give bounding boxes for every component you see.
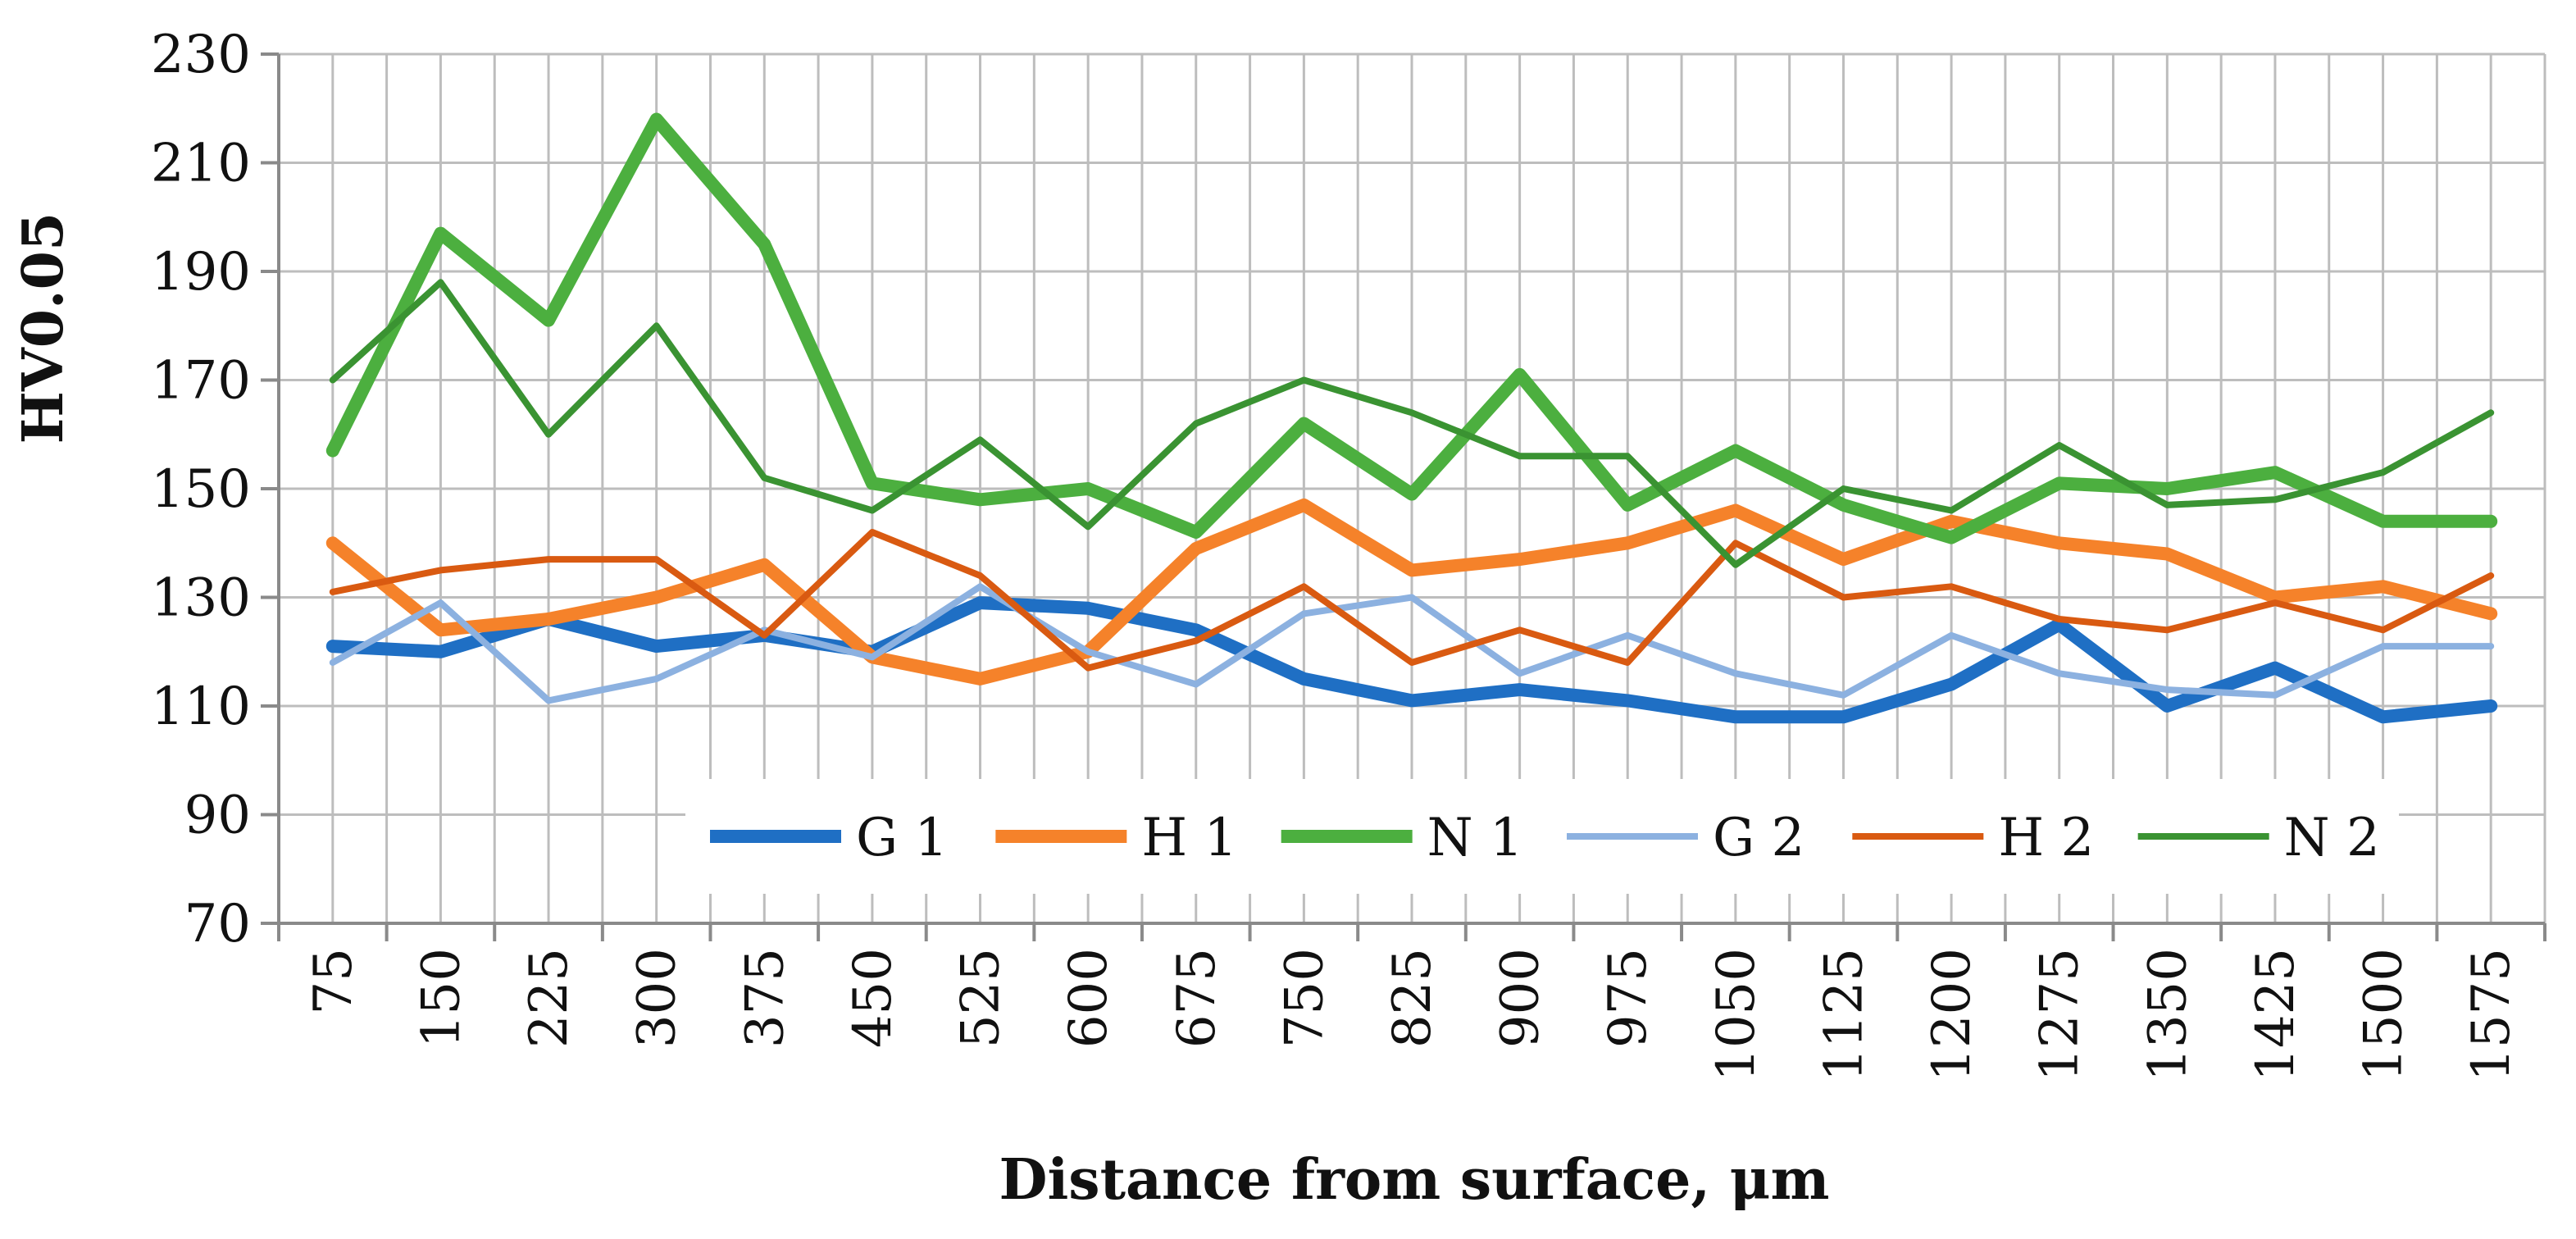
y-tick-label-210: 210 xyxy=(151,134,251,194)
x-tick-label-975: 975 xyxy=(1598,948,1659,1048)
y-tick-label-90: 90 xyxy=(184,786,251,846)
x-tick-label-1200: 1200 xyxy=(1922,948,1982,1082)
x-tick-label-225: 225 xyxy=(519,948,580,1048)
x-tick-label-900: 900 xyxy=(1491,948,1551,1048)
x-tick-label-1050: 1050 xyxy=(1706,948,1767,1082)
x-tick-label-1575: 1575 xyxy=(2461,948,2522,1082)
x-tick-label-750: 750 xyxy=(1274,948,1335,1048)
legend-label-h2: H 2 xyxy=(1998,808,2094,868)
x-tick-label-1350: 1350 xyxy=(2137,948,2198,1082)
x-tick-label-375: 375 xyxy=(735,948,795,1048)
y-tick-label-190: 190 xyxy=(151,242,251,303)
x-tick-label-1500: 1500 xyxy=(2354,948,2414,1082)
y-tick-label-70: 70 xyxy=(184,894,251,954)
y-axis-title: HV0.05 xyxy=(11,212,76,444)
series-line-n2 xyxy=(329,279,2495,568)
series-line-h2 xyxy=(329,529,2495,672)
x-tick-label-1425: 1425 xyxy=(2246,948,2306,1082)
y-tick-label-170: 170 xyxy=(151,351,251,412)
x-tick-label-525: 525 xyxy=(951,948,1012,1048)
legend-label-g2: G 2 xyxy=(1713,808,1805,868)
x-tick-label-450: 450 xyxy=(843,948,903,1048)
y-tick-label-150: 150 xyxy=(151,459,251,520)
x-axis-title: Distance from surface, μm xyxy=(999,1147,1830,1213)
legend-label-g1: G 1 xyxy=(856,808,948,868)
legend-label-n1: N 1 xyxy=(1427,808,1523,868)
series-line-g1 xyxy=(325,596,2498,724)
legend-label-h1: H 1 xyxy=(1141,808,1237,868)
x-tick-label-600: 600 xyxy=(1058,948,1119,1048)
legend-box xyxy=(685,779,2399,894)
x-tick-label-1125: 1125 xyxy=(1814,948,1874,1082)
x-tick-label-150: 150 xyxy=(411,948,471,1048)
x-tick-label-825: 825 xyxy=(1382,948,1443,1048)
y-tick-label-130: 130 xyxy=(151,568,251,629)
x-tick-label-300: 300 xyxy=(627,948,688,1048)
x-tick-label-1275: 1275 xyxy=(2030,948,2091,1082)
y-tick-label-110: 110 xyxy=(151,676,251,737)
x-tick-label-75: 75 xyxy=(303,948,364,1014)
series-line-g2 xyxy=(329,583,2495,704)
y-tick-label-230: 230 xyxy=(151,25,251,85)
legend-label-n2: N 2 xyxy=(2284,808,2380,868)
x-tick-label-675: 675 xyxy=(1167,948,1227,1048)
